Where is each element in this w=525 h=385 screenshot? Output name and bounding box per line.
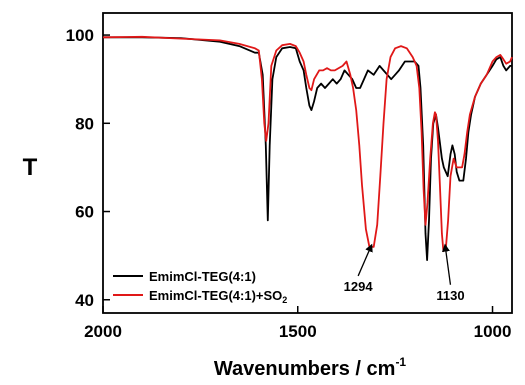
legend: EmimCl-TEG(4:1) EmimCl-TEG(4:1)+SO2 xyxy=(113,269,287,305)
annotation-label: 1294 xyxy=(344,279,374,294)
legend-label-series-2-subscript: 2 xyxy=(282,295,287,305)
series-line-1 xyxy=(103,36,512,261)
y-tick-label: 80 xyxy=(75,114,94,133)
legend-label-series-1: EmimCl-TEG(4:1) xyxy=(149,269,256,284)
annotation-arrow xyxy=(357,243,373,277)
x-tick-label: 1500 xyxy=(279,322,317,341)
y-tick-label: 40 xyxy=(75,291,94,310)
tick-marks: 2000 1500 1000 40 60 80 100 xyxy=(66,26,512,341)
plot-frame xyxy=(102,12,513,314)
annotation-layer: 1294 1130 xyxy=(344,243,465,303)
y-tick-label: 60 xyxy=(75,203,94,222)
x-axis-title-superscript: -1 xyxy=(395,355,406,369)
x-axis-title: Wavenumbers / cm-1 xyxy=(214,355,407,380)
legend-label-series-2: EmimCl-TEG(4:1)+SO2 xyxy=(149,288,287,305)
annotation-arrow xyxy=(441,243,452,285)
y-axis-title: T xyxy=(23,154,38,181)
x-tick-label: 1000 xyxy=(474,322,512,341)
x-tick-label: 2000 xyxy=(84,322,122,341)
series-line-2 xyxy=(102,35,513,253)
annotation-label: 1130 xyxy=(436,288,464,303)
y-tick-label: 100 xyxy=(66,26,94,45)
series-layer xyxy=(102,35,513,261)
